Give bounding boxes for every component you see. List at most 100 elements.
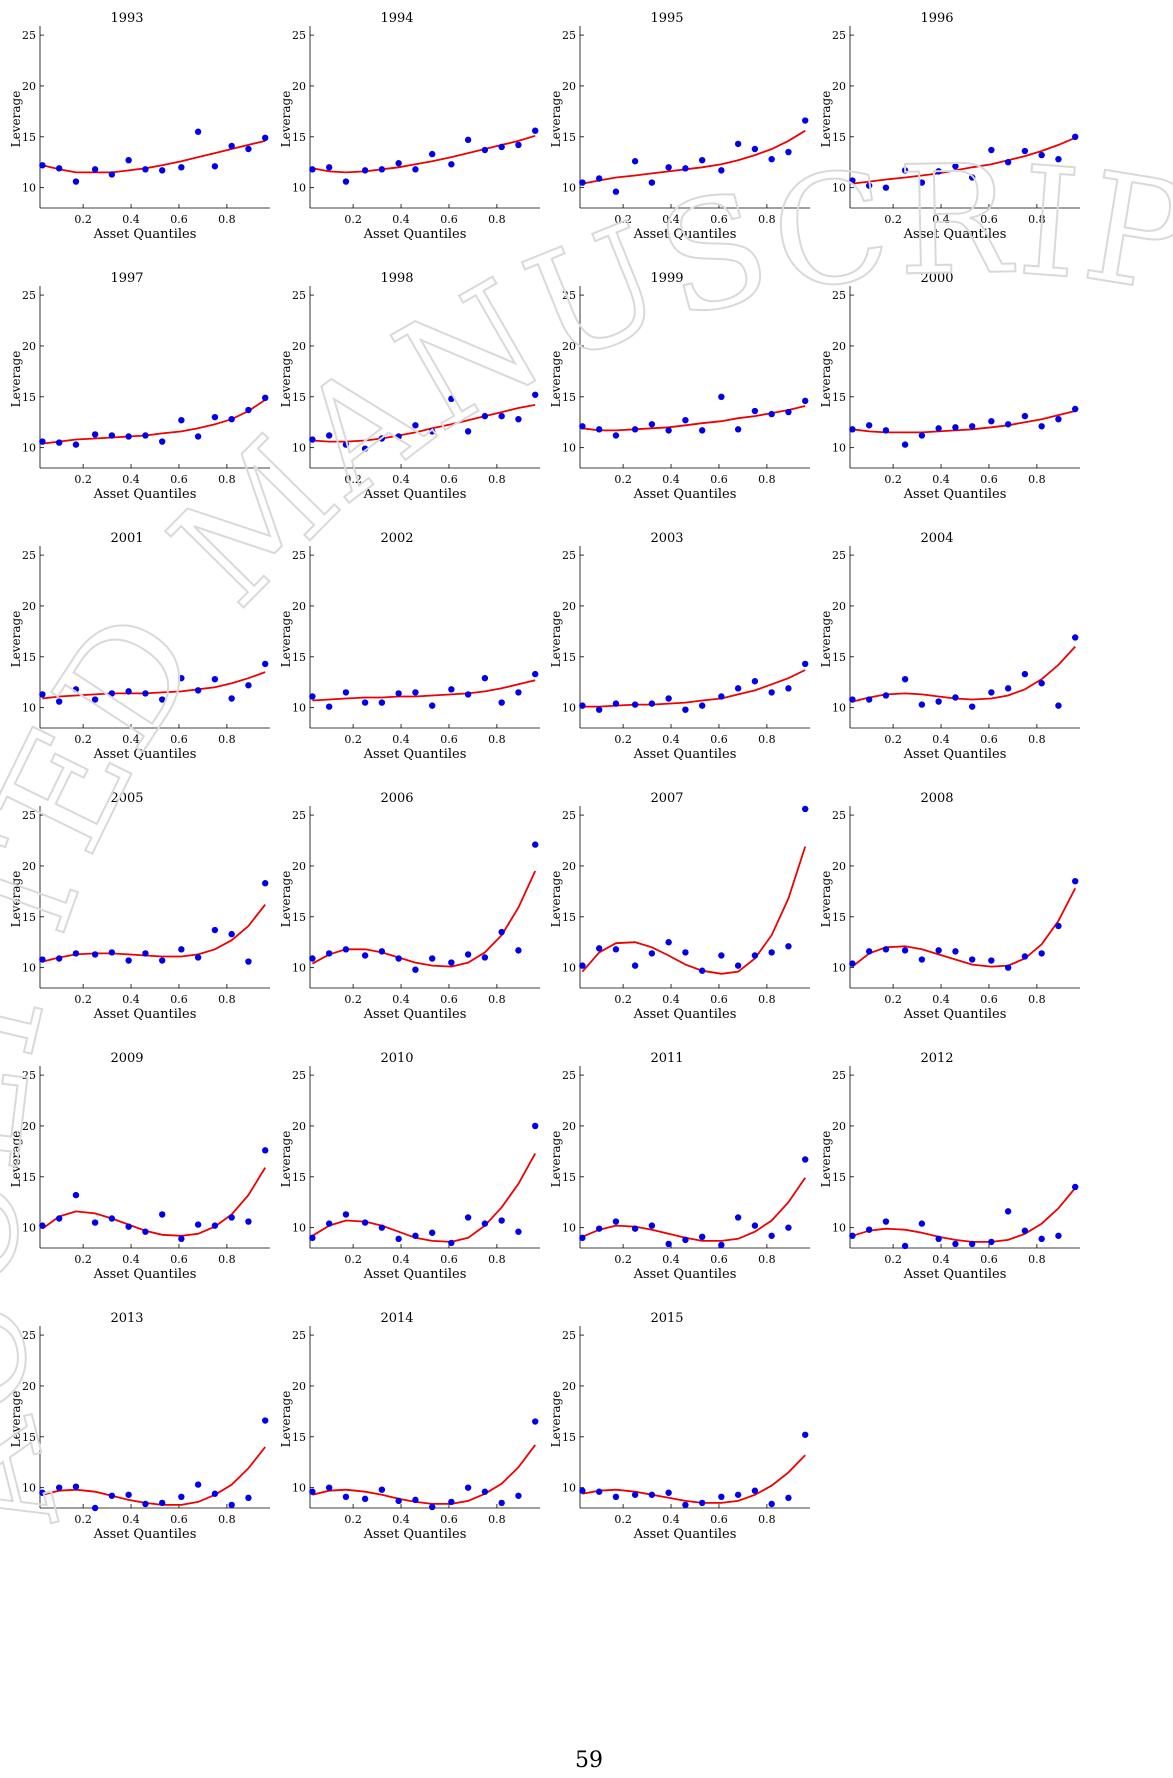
data-point [464,951,472,958]
y-tick-label: 25 [22,1069,36,1082]
y-axis-label: Leverage [9,611,23,668]
x-tick-label: 0.2 [614,473,632,486]
data-point [91,696,99,703]
data-point [91,1219,99,1226]
data-point [865,696,873,703]
x-tick-label: 0.8 [488,733,506,746]
x-tick-label: 0.2 [884,1253,902,1266]
data-point [125,688,132,695]
data-point [882,692,890,699]
y-tick-label: 15 [832,131,846,144]
x-tick-label: 0.4 [122,213,140,226]
data-point [785,1494,792,1502]
chart-svg: 2009 10 15 20 25 0.2 0.4 0.6 0.8 Asset Quantiles L… [9,1051,270,1282]
x-tick-label: 0.6 [710,213,728,226]
fit-line [581,846,807,975]
data-point [39,691,46,698]
y-tick-label: 20 [292,1120,306,1133]
y-tick-label: 10 [292,962,306,975]
chart-title: 2007 [650,791,683,806]
y-tick-label: 20 [832,1120,846,1133]
data-point [751,1222,759,1229]
y-tick-label: 25 [562,1069,576,1082]
data-point [595,1488,603,1495]
chart-panel: 1999 10 15 20 25 0.2 0.4 0.6 0.8 Asset Quantiles L… [540,260,840,556]
x-axis-label: Asset Quantiles [363,1527,467,1542]
data-point [918,956,926,963]
data-point [849,960,856,967]
data-point [802,660,809,668]
data-point [665,1489,672,1496]
chart-title: 1993 [110,11,143,26]
data-point [882,184,890,191]
y-tick-label: 10 [562,962,576,975]
chart-svg: 2006 10 15 20 25 0.2 0.4 0.6 0.8 Asset Quantiles L… [279,791,540,1022]
data-point [968,703,976,710]
y-tick-label: 15 [562,1431,576,1444]
x-tick-label: 0.6 [170,1253,188,1266]
fit-line [851,887,1077,968]
y-tick-label: 25 [22,1329,36,1342]
fit-line [582,1177,806,1242]
y-tick-label: 15 [22,651,36,664]
x-tick-label: 0.2 [344,473,362,486]
y-tick-label: 15 [562,131,576,144]
data-point [412,166,419,173]
chart-title: 2011 [650,1051,683,1066]
data-point [802,117,809,124]
chart-panel: 2001 10 15 20 25 0.2 0.4 0.6 0.8 Asset Quantiles L… [0,520,300,816]
x-tick-label: 0.8 [1028,1253,1046,1266]
data-point [228,415,235,423]
chart-title: 2010 [380,1051,413,1066]
chart-title: 2012 [920,1051,953,1066]
data-point [718,167,725,174]
data-point [595,175,603,182]
data-point [245,145,252,153]
data-point [194,1221,202,1228]
data-point [631,962,639,969]
data-point [178,1235,185,1243]
x-axis-label: Asset Quantiles [903,1267,1007,1282]
x-tick-label: 0.2 [74,213,92,226]
chart-svg: 1993 10 15 20 25 0.2 0.4 0.6 0.8 Asset Quantiles L… [9,11,270,242]
chart-svg: 2004 10 15 20 25 0.2 0.4 0.6 0.8 Asset Quantiles L… [819,531,1080,762]
data-point [901,1242,909,1250]
chart-title: 1999 [650,271,683,286]
chart-svg: 2001 10 15 20 25 0.2 0.4 0.6 0.8 Asset Quantiles L… [9,531,270,762]
data-point [498,143,505,151]
data-point [785,685,792,692]
x-tick-label: 0.2 [344,1513,362,1526]
data-point [72,441,80,448]
y-axis-label: Leverage [819,611,833,668]
data-point [935,1235,942,1243]
y-axis-label: Leverage [819,91,833,148]
x-tick-label: 0.2 [74,993,92,1006]
y-tick-label: 25 [562,289,576,302]
data-point [901,167,909,174]
x-tick-label: 0.2 [344,993,362,1006]
x-tick-label: 0.6 [170,993,188,1006]
y-axis-label: Leverage [9,91,23,148]
y-axis-label: Leverage [9,1131,23,1188]
y-tick-label: 10 [22,1222,36,1235]
y-axis-label: Leverage [279,1131,293,1188]
x-tick-label: 0.2 [614,1253,632,1266]
data-point [579,1234,586,1242]
chart-title: 1996 [920,11,953,26]
data-point [768,410,775,418]
data-point [751,952,759,959]
x-tick-label: 0.2 [884,733,902,746]
y-tick-label: 15 [832,1171,846,1184]
data-point [1038,1235,1045,1243]
x-tick-label: 0.4 [122,733,140,746]
chart-panel: 1996 10 15 20 25 0.2 0.4 0.6 0.8 Asset Quantiles L… [810,0,1110,296]
data-point [968,174,976,181]
data-point [325,1484,333,1491]
data-point [428,702,436,709]
data-point [91,951,99,958]
y-tick-label: 10 [292,702,306,715]
data-point [1021,412,1029,420]
data-point [108,690,116,697]
y-tick-label: 20 [22,1120,36,1133]
